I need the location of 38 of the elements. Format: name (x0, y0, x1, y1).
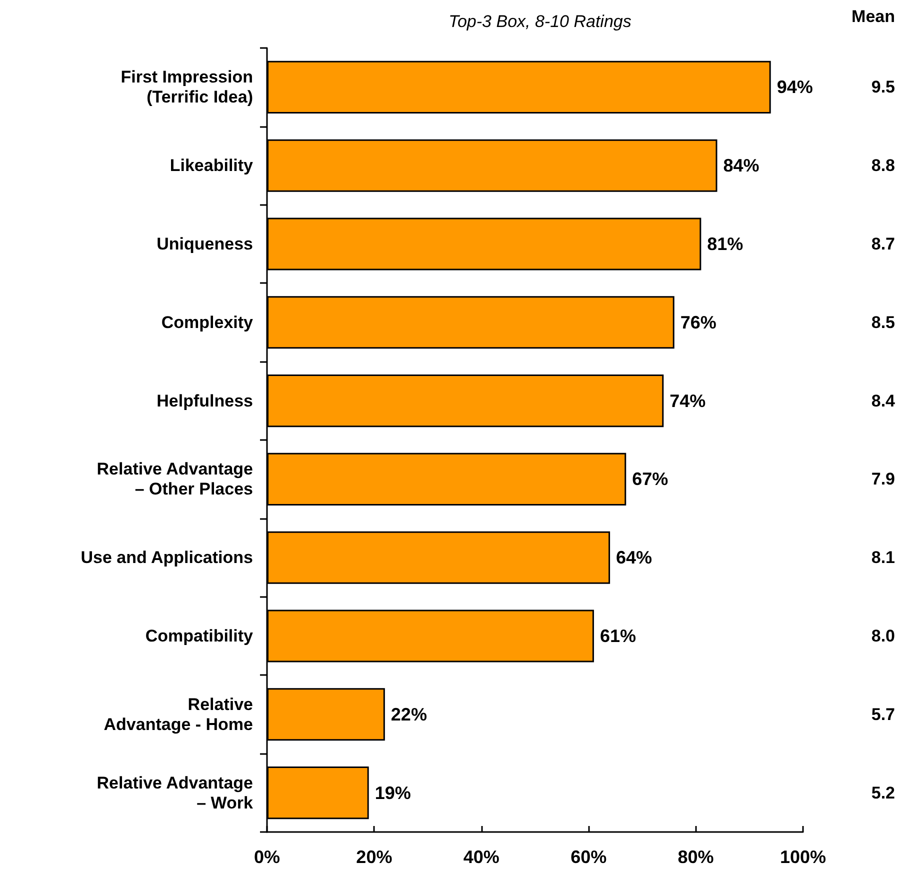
y-tick-label: Compatibility (145, 626, 254, 646)
data-label: 74% (670, 390, 706, 411)
x-tick-label: 40% (463, 847, 500, 867)
y-tick-label: Complexity (161, 312, 254, 332)
data-label: 22% (390, 704, 427, 724)
y-tick-label: Relative Advantage - Home (104, 694, 253, 734)
data-label: 61% (600, 626, 636, 646)
text: 8.5 (871, 312, 895, 332)
text: 8.4 (871, 391, 896, 410)
x-tick-label: 80% (678, 847, 714, 867)
chart-title: Top-3 Box, 8-10 Ratings (448, 12, 632, 31)
y-tick-label: Use and Applications (80, 548, 253, 568)
y-tick-label: Likeability (170, 156, 254, 176)
y-tick-label: Uniqueness (156, 234, 253, 254)
data-label: 84% (723, 156, 760, 176)
text: 9.5 (871, 78, 895, 97)
x-tick-label: 60% (570, 847, 607, 867)
text: Mean (852, 7, 895, 26)
y-tick-label: First Impression (Terrific Idea) (120, 68, 253, 107)
data-label: 76% (680, 312, 716, 332)
text: 8.7 (871, 234, 895, 254)
x-tick-label: 20% (356, 847, 392, 867)
text: 8.8 (871, 156, 895, 176)
text: 8.1 (871, 548, 895, 568)
text: 7.9 (871, 470, 895, 489)
y-tick-label: Helpfulness (156, 391, 253, 410)
y-tick-label: Relative Advantage – Work (96, 773, 254, 812)
data-label: 19% (374, 782, 411, 803)
text: 5.2 (871, 783, 895, 802)
data-label: 67% (632, 469, 668, 490)
x-tick-label: 100% (780, 847, 826, 867)
text: 8.0 (871, 626, 895, 646)
text: 5.7 (871, 704, 895, 724)
y-tick-label: Relative Advantage – Other Places (96, 460, 253, 499)
data-label: 81% (707, 234, 744, 254)
x-tick-label: 0% (254, 847, 280, 867)
data-label: 64% (616, 548, 652, 568)
data-label: 94% (776, 77, 813, 98)
